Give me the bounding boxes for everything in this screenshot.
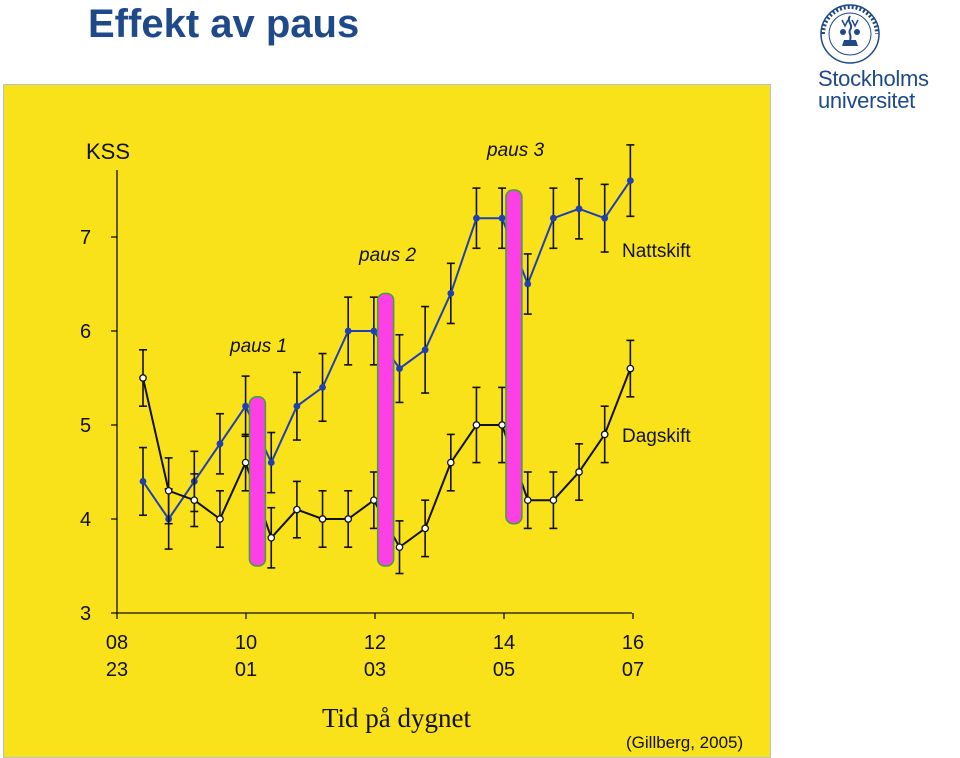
pause-bar-2 xyxy=(376,292,395,567)
data-point xyxy=(293,402,301,410)
data-point xyxy=(421,346,429,354)
citation: (Gillberg, 2005) xyxy=(626,733,744,752)
data-point xyxy=(395,543,404,552)
data-point xyxy=(626,177,634,185)
data-point xyxy=(600,430,609,439)
data-point xyxy=(396,365,403,372)
pause-label-1: paus 1 xyxy=(229,336,287,357)
data-point xyxy=(447,290,455,297)
university-name-line1: Stockholms xyxy=(818,66,929,91)
data-point xyxy=(421,524,429,533)
x-tick-label-top: 16 xyxy=(622,632,644,654)
x-tick-label-top: 08 xyxy=(106,632,128,654)
x-axis-label: Tid på dygnet xyxy=(322,703,472,733)
data-point xyxy=(139,478,147,485)
data-point xyxy=(473,214,480,222)
data-point xyxy=(216,440,224,448)
university-name-line2: universitet xyxy=(818,88,915,113)
data-point xyxy=(575,468,583,476)
data-point xyxy=(370,327,378,335)
data-point xyxy=(575,205,583,213)
data-point xyxy=(267,459,275,466)
data-point xyxy=(242,402,250,410)
series-label-dagskift: Dagskift xyxy=(622,426,691,447)
data-point xyxy=(626,364,635,373)
x-tick-label-bottom: 03 xyxy=(364,659,386,681)
pause-bar-3 xyxy=(505,189,523,525)
x-tick-label-top: 12 xyxy=(364,632,386,654)
x-tick-label-bottom: 01 xyxy=(235,659,257,681)
data-point xyxy=(293,505,301,514)
y-axis-title: KSS xyxy=(86,139,130,164)
y-tick-label: 6 xyxy=(80,321,91,343)
x-tick-label-bottom: 23 xyxy=(106,659,128,681)
data-point xyxy=(498,214,506,222)
y-tick-label: 3 xyxy=(80,603,91,625)
data-point xyxy=(216,515,224,523)
data-point xyxy=(369,496,378,505)
data-point xyxy=(549,496,558,505)
series-label-nattskift: Nattskift xyxy=(622,241,691,262)
pause-label-2: paus 2 xyxy=(358,245,416,266)
university-name: Stockholms universitet xyxy=(818,68,958,112)
data-point xyxy=(267,533,276,542)
data-point xyxy=(190,496,199,505)
pause-label-3: paus 3 xyxy=(486,140,544,161)
page-title: Effekt av paus xyxy=(88,2,360,46)
university-logo: Stockholms universitet xyxy=(812,2,958,120)
y-tick-label: 4 xyxy=(80,509,91,531)
data-point xyxy=(523,496,532,505)
x-tick-label-top: 14 xyxy=(493,632,515,654)
x-tick-label-bottom: 07 xyxy=(622,659,644,681)
y-tick-label: 7 xyxy=(80,227,91,249)
pause-bar-1 xyxy=(248,396,267,567)
x-tick-label-top: 10 xyxy=(235,632,257,654)
data-point xyxy=(446,458,455,467)
data-point xyxy=(319,384,326,391)
y-tick-label: 5 xyxy=(80,415,91,437)
data-point xyxy=(550,214,557,222)
data-point xyxy=(318,515,327,523)
data-point xyxy=(524,280,532,288)
data-point xyxy=(601,214,609,222)
data-point xyxy=(139,374,147,382)
data-point xyxy=(344,515,353,523)
university-seal-icon xyxy=(820,4,880,64)
data-point xyxy=(498,421,506,429)
data-point xyxy=(472,421,481,429)
x-tick-label-bottom: 05 xyxy=(493,659,515,681)
data-point xyxy=(241,458,250,467)
data-point xyxy=(164,486,173,495)
data-point xyxy=(344,327,352,335)
